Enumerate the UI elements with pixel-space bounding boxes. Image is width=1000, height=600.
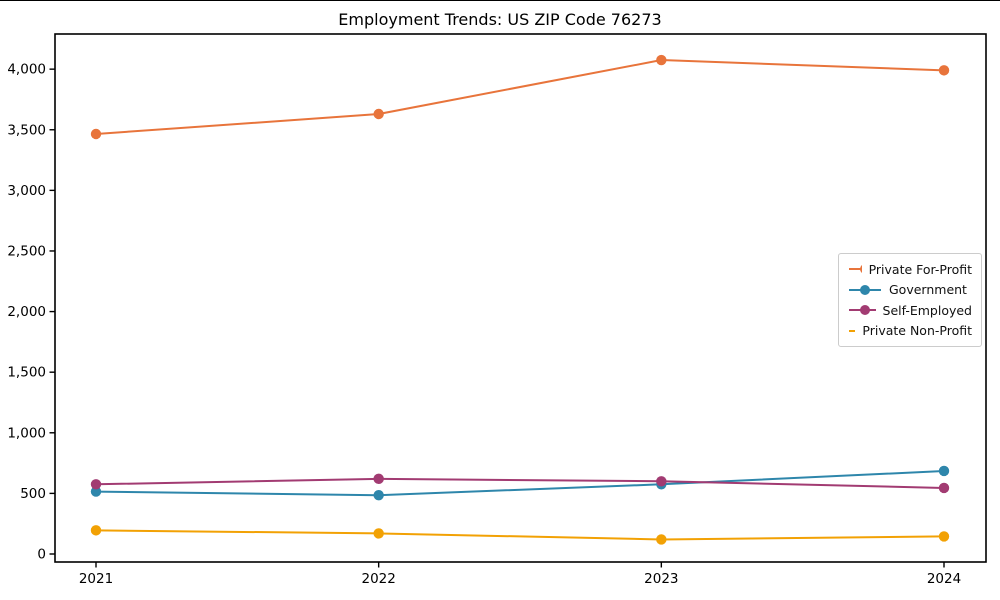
legend-item-label: Private Non-Profit [862,323,972,339]
y-tick-label: 0 [37,547,46,563]
x-tick-label: 2024 [927,571,961,587]
y-tick-label: 1,500 [7,365,46,381]
y-tick-label: 3,000 [7,183,46,199]
data-point-private-non-profit [938,531,950,542]
y-tick-label: 2,000 [7,304,46,320]
chart-legend: Private For-Profit Government Self-Employe… [838,253,982,347]
legend-item-private-for-profit: Private For-Profit [839,259,981,280]
series-line-private-non-profit [95,529,945,541]
data-point-private-non-profit [373,528,384,539]
data-point-self-employed [938,482,950,494]
series-line-private-for-profit [95,59,945,135]
data-point-private-non-profit [90,525,102,536]
x-tick-label: 2023 [644,571,678,587]
legend-item-private-non-profit: Private Non-Profit [839,321,981,342]
legend-marker-icon [849,265,862,273]
series-line-government [95,469,945,497]
legend-item-self-employed: Self-Employed [839,300,981,321]
legend-marker-icon [849,305,876,316]
legend-item-government: Government [839,280,981,301]
series-line-self-employed [95,477,945,489]
data-point-self-employed [373,473,384,485]
legend-marker-icon [849,284,881,295]
legend-marker-icon [849,329,856,332]
legend-item-label: Self-Employed [882,302,972,318]
y-tick-label: 2,500 [7,243,46,259]
data-point-government [90,486,102,497]
data-point-self-employed [90,479,102,490]
data-point-private-for-profit [90,128,102,140]
chart-title: Employment Trends: US ZIP Code 76273 [338,10,662,29]
axes-box [54,33,987,563]
data-point-self-employed [656,476,667,487]
legend-item-label: Private For-Profit [868,261,972,277]
data-point-private-for-profit [373,108,384,120]
legend-item-label: Government [889,282,967,298]
y-tick-label: 500 [20,486,46,502]
y-tick-label: 4,000 [7,62,46,78]
data-point-government [938,465,950,477]
data-point-private-for-profit [656,54,667,66]
y-tick-label: 3,500 [7,122,46,138]
data-point-government [373,490,384,501]
y-tick-label: 1,000 [7,425,46,441]
x-tick-label: 2021 [79,571,113,587]
data-point-private-non-profit [656,534,667,545]
x-tick-label: 2022 [361,571,395,587]
data-point-private-for-profit [938,65,950,76]
